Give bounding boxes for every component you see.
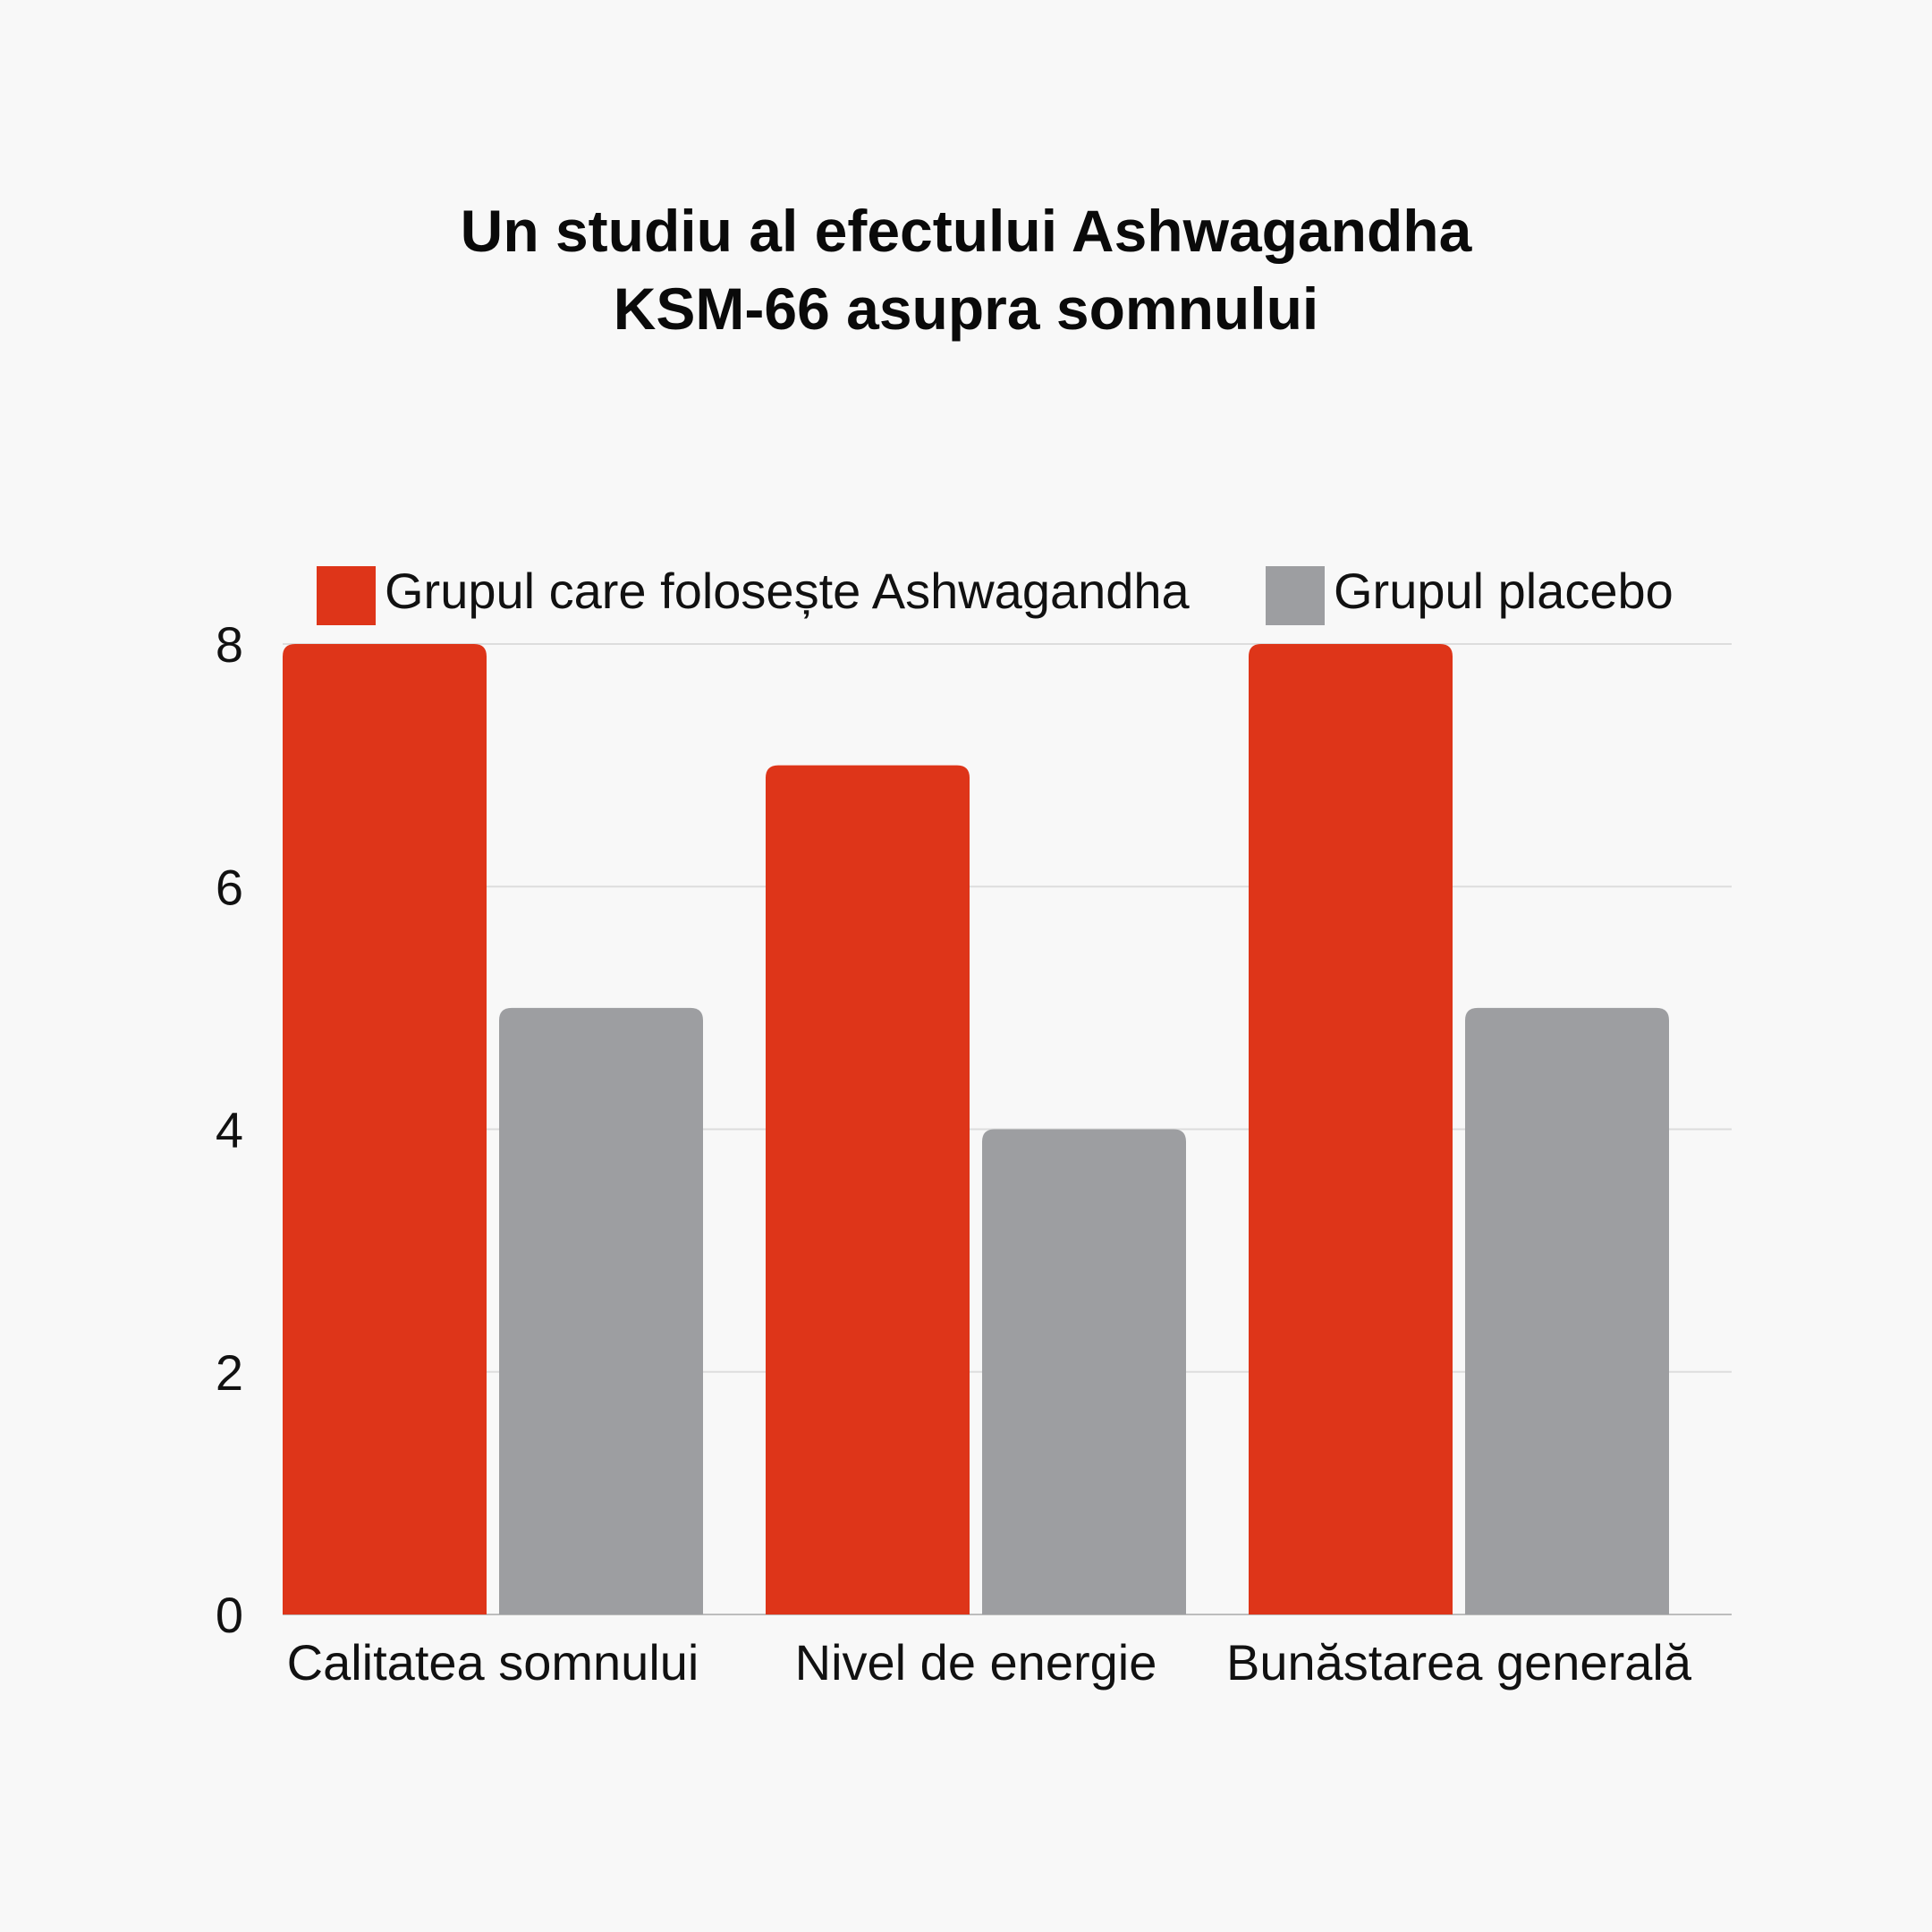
chart-title-line-2: KSM-66 asupra somnului xyxy=(614,275,1319,342)
legend: Grupul care folosește Ashwagandha Grupul… xyxy=(317,563,1674,625)
bars xyxy=(283,644,1669,1614)
bar-ashwagandha-2 xyxy=(766,765,970,1614)
legend-label-ashwagandha: Grupul care folosește Ashwagandha xyxy=(385,563,1191,619)
bar-placebo-1 xyxy=(499,1007,703,1614)
y-tick-label-6: 6 xyxy=(216,859,243,915)
legend-swatch-placebo xyxy=(1266,566,1325,625)
bar-ashwagandha-3 xyxy=(1249,644,1453,1614)
y-tick-label-4: 4 xyxy=(216,1102,243,1158)
legend-swatch-ashwagandha xyxy=(317,566,376,625)
x-axis-categories: Calitatea somnului Nivel de energie Bunăst… xyxy=(287,1634,1692,1690)
y-tick-label-2: 2 xyxy=(216,1344,243,1401)
x-category-label-1: Calitatea somnului xyxy=(287,1634,699,1690)
y-axis-ticks: 0 2 4 6 8 xyxy=(216,616,243,1643)
bar-ashwagandha-1 xyxy=(283,644,487,1614)
y-tick-label-0: 0 xyxy=(216,1587,243,1643)
bar-placebo-3 xyxy=(1465,1007,1669,1614)
chart-title-line-1: Un studiu al efectului Ashwagandha xyxy=(461,198,1473,264)
x-category-label-2: Nivel de energie xyxy=(795,1634,1157,1690)
chart-title: Un studiu al efectului Ashwagandha KSM-6… xyxy=(461,198,1473,342)
bar-placebo-2 xyxy=(982,1129,1186,1614)
x-category-label-3: Bunăstarea generală xyxy=(1226,1634,1692,1690)
legend-label-placebo: Grupul placebo xyxy=(1334,563,1674,619)
y-tick-label-8: 8 xyxy=(216,616,243,673)
